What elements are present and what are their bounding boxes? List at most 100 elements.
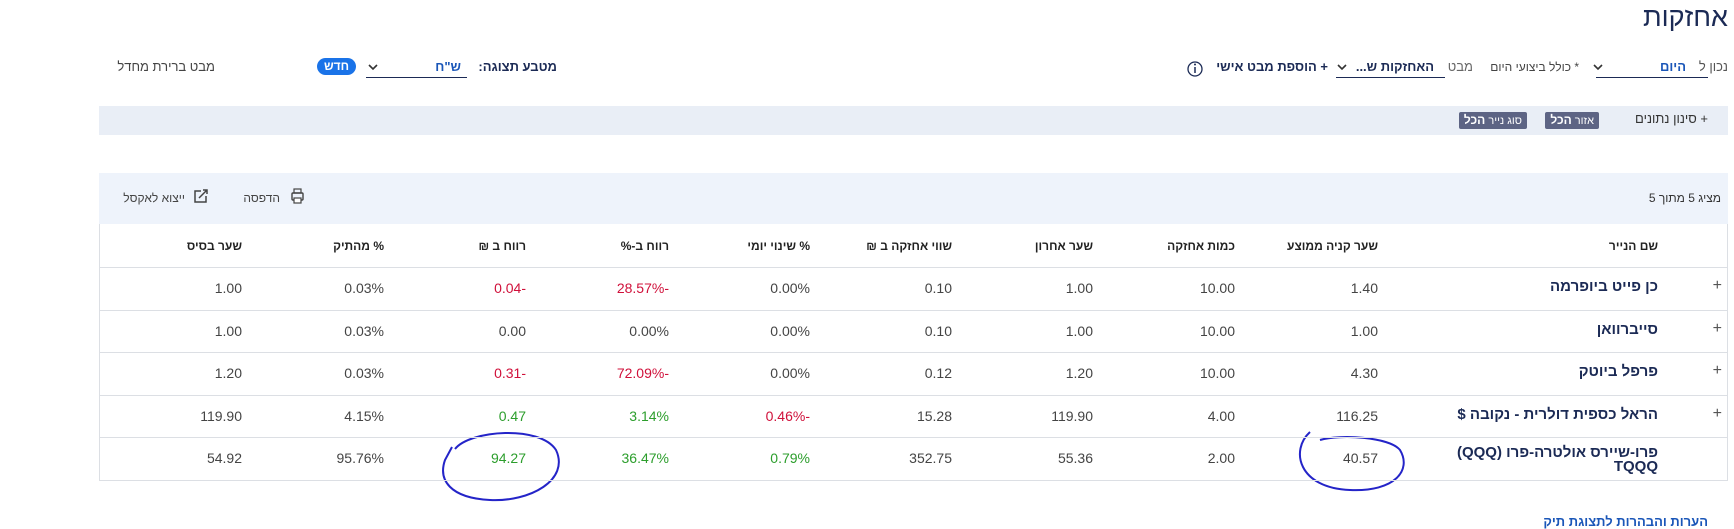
row-divider: [99, 309, 1728, 311]
security-name: סייברוואן: [1596, 320, 1658, 338]
table-cell: 0.03%: [344, 365, 384, 382]
new-badge: חדש: [317, 58, 356, 75]
row-divider: [99, 267, 1728, 268]
table-cell: 352.75: [909, 450, 952, 467]
table-cell: 119.90: [200, 407, 242, 424]
filter-chip[interactable]: אזור הכל: [1545, 112, 1599, 129]
default-view[interactable]: מבט ברירת מחדל: [117, 59, 215, 74]
filter-chip[interactable]: סוג נייר הכל: [1458, 112, 1527, 129]
table-cell: 0.10: [924, 280, 952, 296]
security-name: כן פייט ביופרמה: [1550, 278, 1658, 295]
table-cell: 54.92: [206, 450, 242, 467]
table-cell: 1.00: [1065, 322, 1093, 339]
column-header[interactable]: שווי אחזקה ב ₪: [866, 239, 952, 253]
filter-bar: [99, 106, 1728, 135]
column-header[interactable]: שם הנייר: [1608, 239, 1658, 253]
view-label: מבט: [1447, 59, 1473, 74]
table-cell: 1.00: [1350, 322, 1378, 339]
filter-toggle[interactable]: + סינון נתונים: [1635, 111, 1708, 126]
table-cell: 0.03%: [344, 322, 384, 339]
chevron: [1337, 64, 1347, 71]
currency-label: מטבע תצוגה:: [478, 59, 557, 74]
table-cell: 0.79%: [770, 450, 810, 467]
as-of-dropdown[interactable]: היום: [1660, 59, 1686, 74]
chevron: [1593, 64, 1603, 71]
table-cell: 1.20: [1065, 365, 1093, 382]
column-header[interactable]: רווח ב-%: [620, 239, 669, 253]
holdings-table: [99, 224, 1728, 480]
column-header[interactable]: שער קניה ממוצע: [1287, 239, 1378, 253]
table-cell: 1.20: [214, 365, 242, 382]
table-cell: 94.27: [490, 450, 526, 467]
export-button[interactable]: ייצוא לאקסל: [123, 191, 185, 205]
currency-dropdown[interactable]: ש"ח: [435, 59, 461, 74]
expand-icon[interactable]: +: [1712, 404, 1722, 422]
table-cell: 0.00%: [770, 280, 810, 296]
table-cell: 10.00: [1199, 322, 1235, 339]
expand-icon[interactable]: +: [1712, 277, 1722, 294]
table-cell: 0.00%: [770, 322, 810, 339]
table-cell: 0.00%: [629, 322, 669, 339]
table-cell: 1.00: [214, 322, 242, 339]
expand-icon[interactable]: +: [1712, 319, 1722, 337]
table-cell: -28.57%: [616, 280, 669, 296]
security-name: פרו-שיירס אולטרה-פרו (QQQ) TQQQ: [1456, 444, 1658, 476]
row-divider: [99, 437, 1728, 439]
table-cell: 4.00: [1207, 407, 1235, 424]
dropdown-underline: [1596, 77, 1708, 78]
info-icon[interactable]: [1187, 61, 1203, 77]
table-cell: 15.28: [916, 407, 952, 424]
table-cell: 40.57: [1342, 450, 1378, 467]
include-today[interactable]: * כולל ביצועי היום: [1490, 60, 1579, 74]
disclaimer-link[interactable]: הערות והבהרות לתצוגת תיק: [1543, 514, 1708, 529]
as-of-label: נכון ל: [1698, 59, 1728, 74]
chip-name: אזור: [1574, 115, 1594, 127]
table-cell: 116.25: [1336, 407, 1378, 424]
page-title: אחזקות: [1642, 2, 1728, 32]
table-cell: 2.00: [1207, 450, 1235, 467]
table-cell: 0.00: [498, 322, 526, 339]
expand-icon[interactable]: +: [1712, 362, 1722, 380]
column-header[interactable]: כמות אחזקה: [1167, 239, 1235, 253]
table-cell: -72.09%: [616, 365, 669, 382]
print-icon-paper: [293, 197, 302, 204]
table-cell: 0.03%: [344, 280, 384, 296]
info-icon-dot: [1194, 63, 1196, 66]
view-dropdown[interactable]: האחזקות ש...: [1355, 59, 1434, 74]
print-button[interactable]: הדפסה: [243, 191, 280, 205]
table-cell: 36.47%: [621, 450, 669, 467]
row-divider: [99, 480, 1728, 481]
column-header[interactable]: רווח ב ₪: [478, 239, 526, 253]
table-cell: -0.04: [494, 280, 526, 296]
table-cell: 55.36: [1057, 450, 1093, 467]
table-cell: 10.00: [1199, 365, 1235, 382]
table-cell: 3.14%: [629, 407, 669, 424]
table-cell: 119.90: [1051, 407, 1093, 424]
column-header[interactable]: שער אחרון: [1034, 239, 1093, 253]
print-icon-top: [293, 188, 302, 194]
add-view[interactable]: + הוספת מבט אישי: [1216, 59, 1328, 74]
table-cell: 4.15%: [344, 407, 384, 424]
table-cell: 95.76%: [336, 450, 384, 467]
table-cell: 0.12: [924, 365, 952, 382]
chevron: [368, 64, 378, 71]
table-cell: 1.00: [1065, 280, 1093, 296]
chip-name: סוג נייר: [1488, 115, 1522, 127]
dropdown-underline: [366, 77, 467, 78]
chip-value: הכל: [1550, 113, 1572, 127]
table-cell: 4.30: [1350, 365, 1378, 382]
table-cell: -0.46%: [765, 407, 810, 424]
table-cell: 0.10: [924, 322, 952, 339]
column-header[interactable]: % שינוי יומי: [747, 239, 810, 253]
table-cell: -0.31: [494, 365, 526, 382]
column-header[interactable]: % מהתיק: [333, 239, 384, 253]
table-cell: 10.00: [1199, 280, 1235, 296]
export-icon: [194, 189, 208, 203]
chip-value: הכל: [1463, 113, 1486, 127]
security-name: פרפל ביוטק: [1578, 363, 1658, 381]
security-name: הראל כספית דולרית - נקובה $: [1457, 405, 1658, 423]
column-header[interactable]: שער בסיס: [186, 239, 242, 253]
row-count: מציג 5 מתוך 5: [1648, 191, 1721, 205]
table-cell: 0.00%: [770, 365, 810, 382]
